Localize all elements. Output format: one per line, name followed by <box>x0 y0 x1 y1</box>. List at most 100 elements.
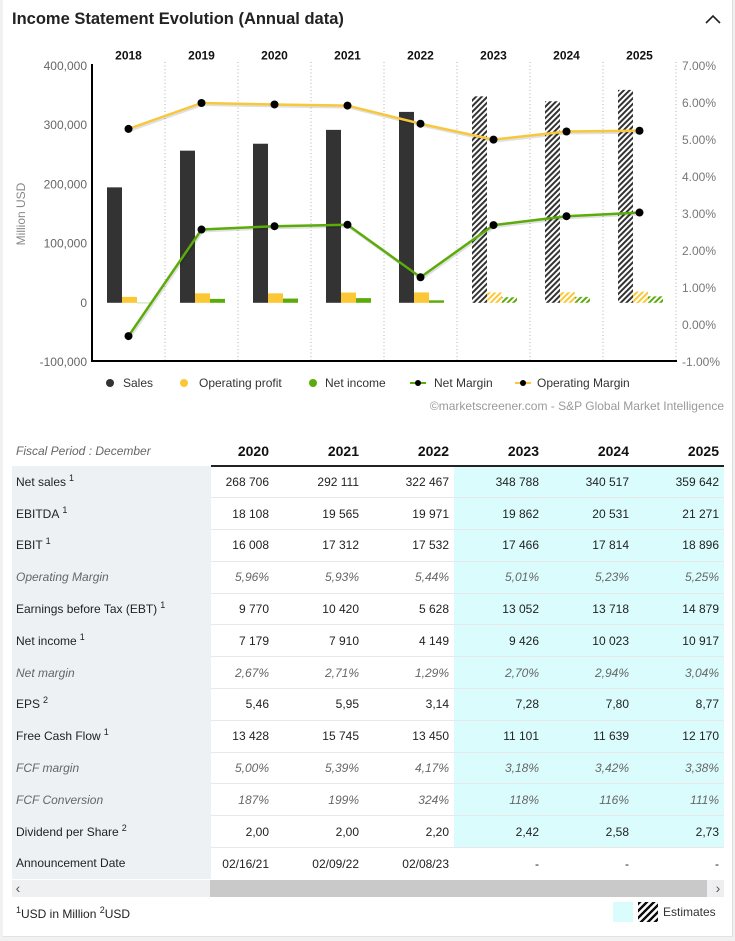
legend-label: Operating Margin <box>537 376 630 390</box>
point-net-margin <box>124 332 133 341</box>
x-tick-label: 2024 <box>553 49 580 63</box>
table-cell-estimate: 9 426 <box>454 624 544 657</box>
legend-item-net-income[interactable]: Net income <box>305 376 395 392</box>
row-label: Operating Margin <box>12 561 211 594</box>
row-label-text: EBITDA <box>16 506 60 521</box>
row-label-text: Operating Margin <box>16 570 109 585</box>
table-cell: 5,96% <box>211 560 274 594</box>
table-cell: 4,17% <box>364 751 454 784</box>
table-cell-estimate: 11 101 <box>454 719 544 753</box>
point-operating-margin <box>635 126 644 135</box>
bars <box>107 89 663 304</box>
chevron-right-icon[interactable]: › <box>712 880 724 897</box>
bar-operating-profit <box>633 291 648 303</box>
row-label: Net income 1 <box>12 624 211 657</box>
point-net-margin <box>489 221 498 230</box>
bar-operating-profit <box>341 292 356 303</box>
table-cell: 5,00% <box>211 751 274 784</box>
row-label-text: Net margin <box>16 665 75 680</box>
row-label-text: Dividend per Share <box>16 824 119 839</box>
table-cell-estimate: 340 517 <box>544 465 634 498</box>
gridlines <box>164 62 677 362</box>
x-tick-label: 2022 <box>407 49 434 63</box>
legend-label: Sales <box>123 376 154 390</box>
legend-marker-icon <box>520 380 526 386</box>
bar-operating-profit <box>560 292 575 303</box>
estimate-hatch-icon <box>638 902 658 922</box>
collapse-button[interactable] <box>702 10 724 28</box>
footnote-marker: 2 <box>121 822 127 833</box>
legend-label: Operating profit <box>199 376 282 390</box>
legend-item-operating-margin[interactable]: Operating Margin <box>513 376 633 392</box>
table-cell-estimate: 2,73 <box>634 815 724 848</box>
legend-item-sales[interactable]: Sales <box>102 376 158 392</box>
table-row-fcf-margin: FCF margin 5,00% 5,39% 4,17% 3,18% 3,42%… <box>12 751 724 784</box>
table-cell-estimate: 5,25% <box>634 560 724 594</box>
point-net-margin <box>343 220 352 229</box>
table-header-row: Fiscal Period : December 2020 2021 2022 … <box>12 436 724 467</box>
legend-item-operating-profit[interactable]: Operating profit <box>176 376 288 392</box>
table-cell: 1,29% <box>364 656 454 689</box>
row-label: Free Cash Flow 1 <box>12 720 211 753</box>
bar-sales <box>472 96 487 303</box>
table-cell-estimate: 10 917 <box>634 624 724 657</box>
table-row-operating-margin: Operating Margin 5,96% 5,93% 5,44% 5,01%… <box>12 560 724 594</box>
line-shadow-operating-margin <box>128 102 641 143</box>
x-axis-labels: 2018 2019 2020 2021 2022 2023 2024 2025 <box>115 49 653 63</box>
table-cell: 322 467 <box>364 465 454 498</box>
table-cell: 199% <box>274 783 364 816</box>
scrollbar-thumb[interactable] <box>210 880 707 897</box>
y-tick-right: -1.00% <box>682 355 720 369</box>
table-cell: 13 428 <box>211 719 274 753</box>
horizontal-scrollbar[interactable]: ‹ › <box>12 880 724 897</box>
bar-operating-profit <box>487 292 502 303</box>
row-label-text: FCF Conversion <box>16 792 104 807</box>
legend-label: Net Margin <box>434 376 493 390</box>
footnote-marker: 1 <box>79 631 85 642</box>
line-shadow-net-margin <box>128 212 641 339</box>
table-row-announcement-date: Announcement Date 02/16/21 02/09/22 02/0… <box>12 847 724 880</box>
table-cell-estimate: 21 271 <box>634 497 724 530</box>
table-row-free-cash-flow: Free Cash Flow 1 13 428 15 745 13 450 11 … <box>12 719 724 753</box>
legend-dot-icon <box>309 379 317 387</box>
table-cell: 292 111 <box>274 465 364 498</box>
row-label-text: Net income <box>16 633 77 648</box>
margin-points <box>124 99 644 341</box>
row-label: EBITDA 1 <box>12 497 211 530</box>
row-label-text: FCF margin <box>16 761 80 776</box>
table-cell-estimate: 2,94% <box>544 656 634 689</box>
table-cell: 2,00 <box>211 815 274 848</box>
table-cell-estimate: 3,04% <box>634 656 724 689</box>
table-cell-estimate: 17 814 <box>544 529 634 562</box>
estimate-color-swatch <box>613 902 633 922</box>
table-cell-estimate: 2,58 <box>544 815 634 848</box>
column-header: 2022 <box>364 436 454 467</box>
table-cell-estimate: 359 642 <box>634 465 724 498</box>
y-tick-right: 2.00% <box>682 244 716 258</box>
table-cell: - <box>454 847 544 880</box>
y-tick-left: 400,000 <box>44 59 88 73</box>
footnote-text: USD <box>104 907 131 921</box>
table-cell-estimate: 14 879 <box>634 592 724 625</box>
table-cell: 5,93% <box>274 560 364 594</box>
bar-net-income <box>283 298 298 303</box>
bar-net-income <box>502 297 517 303</box>
column-header: 2025 <box>634 436 724 467</box>
table-cell-estimate: 20 531 <box>544 497 634 530</box>
row-label: Net sales 1 <box>12 466 211 498</box>
row-label: FCF margin <box>12 752 211 784</box>
footnote-marker: 1 <box>160 600 166 611</box>
column-header: 2023 <box>454 436 544 467</box>
column-header: 2020 <box>211 436 274 467</box>
x-tick-label: 2025 <box>626 49 653 63</box>
table-cell-estimate: 13 718 <box>544 592 634 625</box>
bar-operating-profit <box>195 293 210 303</box>
table-row-dividend-per-share: Dividend per Share 2 2,00 2,00 2,20 2,42 … <box>12 815 724 848</box>
table-cell-estimate: 7,80 <box>544 688 634 721</box>
table-row-ebitda: EBITDA 1 18 108 19 565 19 971 19 862 20 5… <box>12 497 724 530</box>
table-row-net-margin: Net margin 2,67% 2,71% 1,29% 2,70% 2,94%… <box>12 656 724 689</box>
chevron-left-icon[interactable]: ‹ <box>15 880 21 896</box>
legend-item-net-margin[interactable]: Net Margin <box>408 376 498 392</box>
income-statement-table: Fiscal Period : December 2020 2021 2022 … <box>12 436 724 880</box>
bar-operating-profit <box>122 296 137 303</box>
